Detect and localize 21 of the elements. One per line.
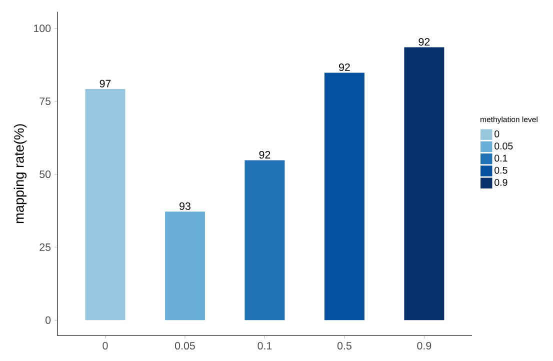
y-axis-title: mapping rate(%) xyxy=(14,124,27,224)
x-tick-label: 0.05 xyxy=(174,342,195,350)
legend-label: 0.5 xyxy=(494,166,508,174)
x-tick-label: 0.1 xyxy=(258,342,272,350)
x-tick-label: 0 xyxy=(102,342,108,350)
y-tick-label: 100 xyxy=(34,24,51,32)
legend-label: 0.9 xyxy=(494,178,508,186)
annotation: 97 xyxy=(100,80,111,88)
y-tick-label: 25 xyxy=(40,243,51,251)
y-tick-label: 50 xyxy=(40,170,51,178)
annotation: 92 xyxy=(339,63,350,72)
x-tick-label: 0.5 xyxy=(337,342,352,350)
annotation: 92 xyxy=(259,151,270,159)
annotation: 92 xyxy=(418,38,430,46)
y-tick-label: 0 xyxy=(46,316,51,324)
x-tick-label: 0.9 xyxy=(417,342,432,350)
legend-label: 0.1 xyxy=(494,154,508,162)
legend-label: 0 xyxy=(494,130,500,138)
legend-label: 0.05 xyxy=(494,142,513,150)
y-tick-label: 75 xyxy=(40,98,51,106)
annotation: 93 xyxy=(180,202,190,210)
